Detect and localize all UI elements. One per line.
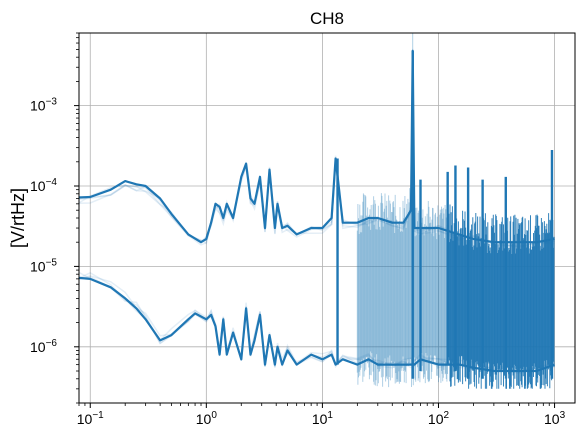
x-tick-label: 10−1 [77, 410, 104, 427]
y-tick-label: 10−4 [30, 177, 57, 194]
y-tick-label: 10−3 [30, 97, 57, 114]
y-tick-label: 10−5 [30, 257, 57, 274]
x-axis-ticks: 10−1 100 101 102 103 [77, 403, 566, 427]
psd-line-layer [79, 49, 555, 373]
y-tick-label: 10−6 [30, 338, 57, 355]
x-tick-label: 103 [544, 410, 566, 427]
x-tick-label: 100 [196, 410, 218, 427]
spike-layer [336, 33, 555, 389]
grid-lines [79, 33, 575, 403]
series-line-lower [79, 276, 555, 373]
x-tick-label: 102 [428, 410, 450, 427]
series-line-upper [79, 49, 555, 244]
y-axis-ticks: 10−6 10−5 10−4 10−3 [30, 32, 79, 404]
y-axis-label: [V/rtHz] [8, 188, 28, 248]
x-tick-label: 101 [312, 410, 334, 427]
chart-title: CH8 [310, 9, 344, 28]
